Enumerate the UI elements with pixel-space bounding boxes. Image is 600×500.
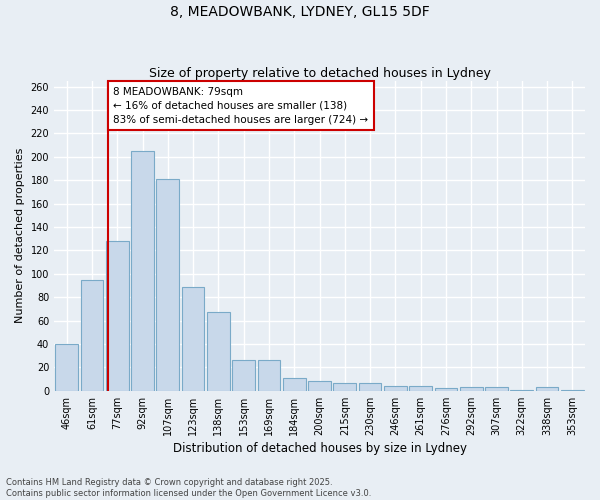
Bar bbox=[182, 286, 205, 391]
Bar bbox=[561, 390, 584, 391]
Bar bbox=[409, 386, 432, 391]
Bar bbox=[157, 179, 179, 391]
Bar bbox=[232, 360, 255, 391]
Bar bbox=[308, 382, 331, 391]
X-axis label: Distribution of detached houses by size in Lydney: Distribution of detached houses by size … bbox=[173, 442, 467, 455]
Y-axis label: Number of detached properties: Number of detached properties bbox=[15, 148, 25, 324]
Bar bbox=[460, 388, 482, 391]
Bar bbox=[257, 360, 280, 391]
Bar bbox=[207, 312, 230, 391]
Bar bbox=[55, 344, 78, 391]
Text: 8 MEADOWBANK: 79sqm
← 16% of detached houses are smaller (138)
83% of semi-detac: 8 MEADOWBANK: 79sqm ← 16% of detached ho… bbox=[113, 86, 368, 124]
Text: Contains HM Land Registry data © Crown copyright and database right 2025.
Contai: Contains HM Land Registry data © Crown c… bbox=[6, 478, 371, 498]
Bar bbox=[384, 386, 407, 391]
Bar bbox=[334, 382, 356, 391]
Bar bbox=[511, 390, 533, 391]
Bar bbox=[80, 280, 103, 391]
Text: 8, MEADOWBANK, LYDNEY, GL15 5DF: 8, MEADOWBANK, LYDNEY, GL15 5DF bbox=[170, 5, 430, 19]
Bar bbox=[283, 378, 305, 391]
Bar bbox=[536, 388, 559, 391]
Bar bbox=[359, 382, 382, 391]
Bar bbox=[106, 241, 128, 391]
Bar bbox=[485, 388, 508, 391]
Title: Size of property relative to detached houses in Lydney: Size of property relative to detached ho… bbox=[149, 66, 490, 80]
Bar bbox=[434, 388, 457, 391]
Bar bbox=[131, 151, 154, 391]
